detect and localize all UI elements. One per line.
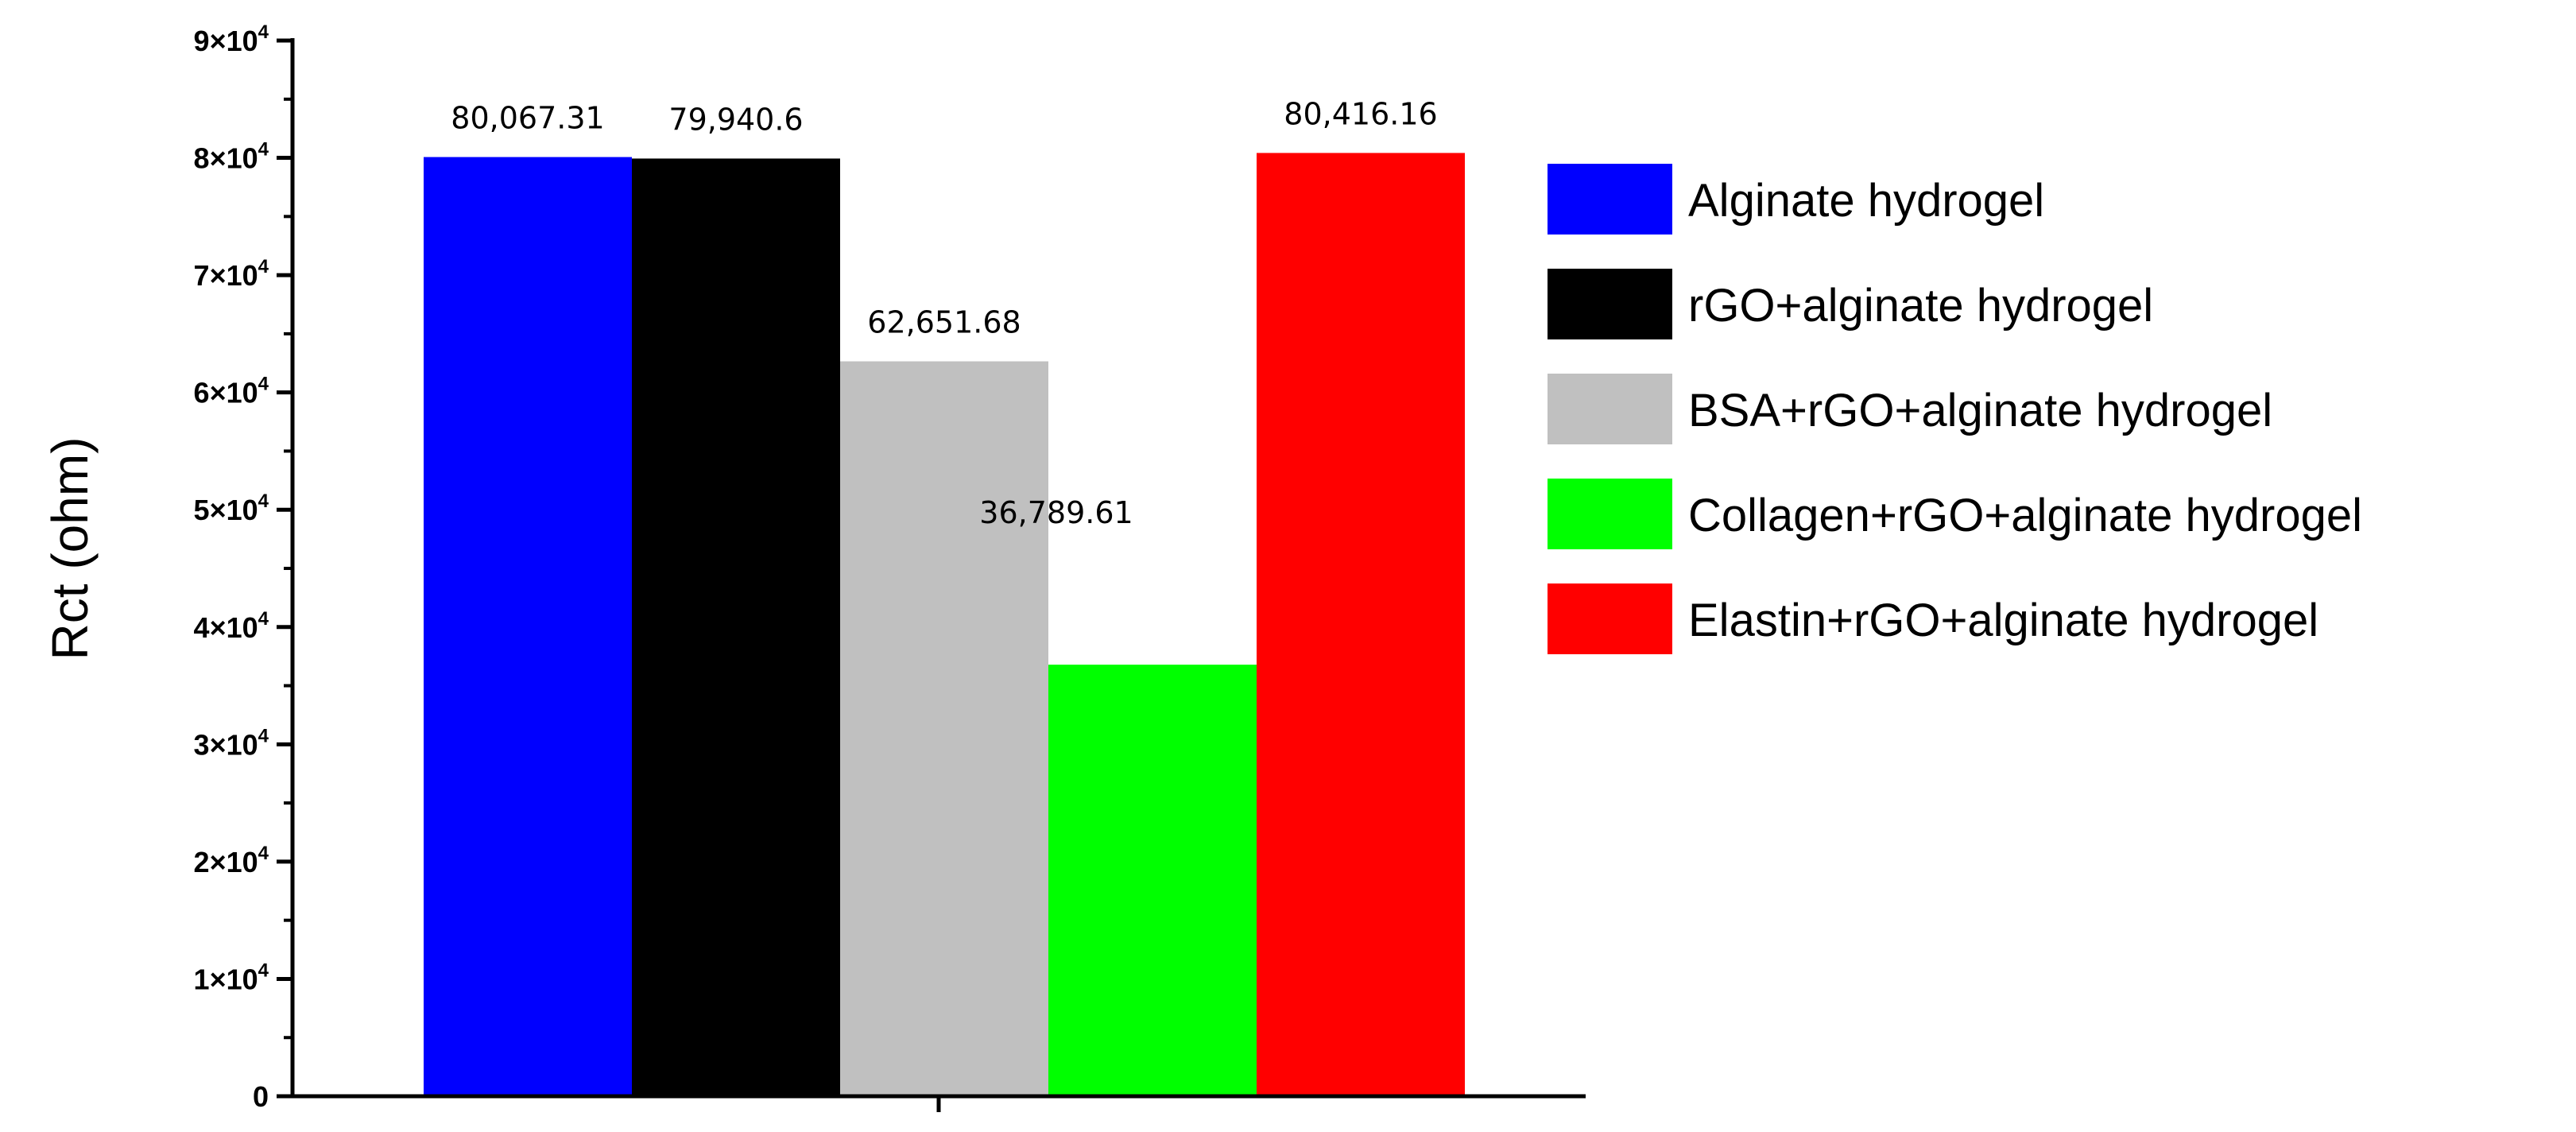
data-label: 62,651.68: [867, 305, 1021, 340]
y-tick-label: 8×104: [194, 139, 269, 175]
legend-swatch: [1548, 164, 1672, 235]
legend-label: BSA+rGO+alginate hydrogel: [1688, 385, 2272, 436]
data-label: 79,940.6: [668, 102, 803, 137]
legend-swatch: [1548, 479, 1672, 549]
data-labels: 80,067.31 79,940.6 62,651.68 36,789.61 80,41…: [451, 96, 1437, 530]
legend-label: rGO+alginate hydrogel: [1688, 280, 2153, 331]
data-label: 80,067.31: [451, 101, 604, 136]
y-tick-label: 5×104: [194, 490, 269, 526]
legend-label: Elastin+rGO+alginate hydrogel: [1688, 595, 2318, 646]
y-tick-label: 9×104: [194, 21, 269, 57]
bar: [632, 158, 840, 1097]
y-tick-label: 7×104: [194, 256, 269, 292]
legend: Alginate hydrogel rGO+alginate hydrogel BS…: [1548, 164, 2362, 654]
legend-label: Collagen+rGO+alginate hydrogel: [1688, 490, 2362, 541]
y-tick-label: 0: [253, 1080, 269, 1113]
y-tick-label: 4×104: [194, 608, 269, 644]
y-axis-ticks: 0 1×104 2×104 3×104 4×104 5×104 6×104 7×104 8×10…: [194, 21, 292, 1113]
y-tick-label: 1×104: [194, 959, 269, 995]
bar: [840, 361, 1048, 1096]
axes: [290, 38, 1586, 1112]
legend-label: Alginate hydrogel: [1688, 175, 2044, 227]
bar: [1048, 665, 1257, 1096]
bars: [424, 153, 1465, 1097]
data-label: 36,789.61: [979, 495, 1133, 530]
y-tick-label: 2×104: [194, 843, 269, 878]
legend-swatch: [1548, 374, 1672, 444]
bar: [1257, 153, 1465, 1096]
legend-swatch: [1548, 583, 1672, 654]
bar: [424, 157, 632, 1096]
y-tick-label: 6×104: [194, 374, 269, 409]
legend-swatch: [1548, 269, 1672, 339]
y-tick-label: 3×104: [194, 725, 269, 761]
data-label: 80,416.16: [1284, 96, 1437, 131]
y-axis-title: Rct (ohm): [41, 437, 99, 661]
